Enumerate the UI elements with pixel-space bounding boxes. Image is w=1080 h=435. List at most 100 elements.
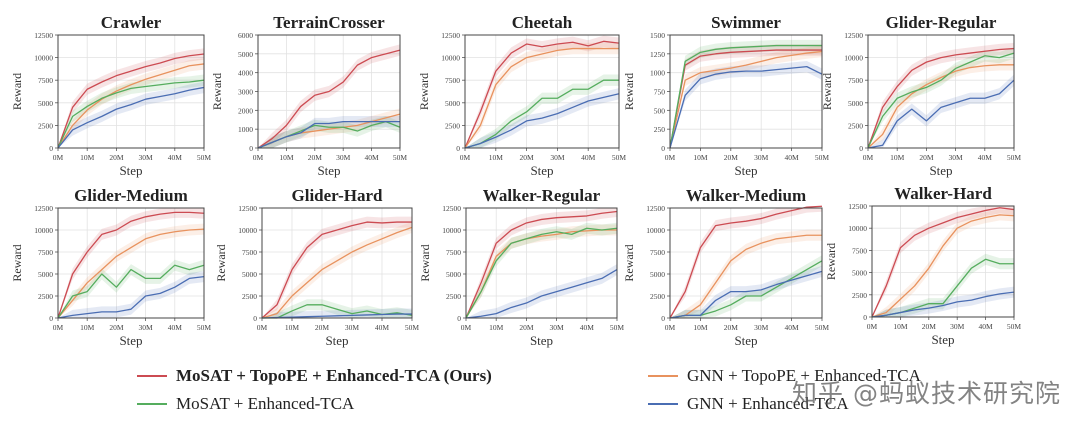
x-tick-label: 20M <box>109 323 124 332</box>
y-tick-label: 6000 <box>238 31 253 40</box>
x-tick-label: 30M <box>550 323 565 332</box>
series-band <box>872 209 1014 317</box>
x-tick-label: 20M <box>308 153 323 162</box>
x-tick-label: 0M <box>665 323 676 332</box>
y-tick-label: 2500 <box>38 121 53 130</box>
y-tick-label: 12500 <box>646 204 665 213</box>
y-tick-label: 5000 <box>238 50 253 59</box>
x-tick-label: 30M <box>345 323 360 332</box>
x-tick-label: 0M <box>461 323 472 332</box>
x-axis-label: Step <box>317 163 340 178</box>
y-tick-label: 12500 <box>442 204 461 213</box>
y-tick-label: 2500 <box>650 292 665 301</box>
y-axis-label: Reward <box>417 73 431 110</box>
x-tick-label: 40M <box>581 153 596 162</box>
subplot-title: Swimmer <box>711 13 781 32</box>
y-tick-label: 0 <box>661 314 665 323</box>
x-tick-label: 10M <box>890 153 905 162</box>
y-tick-label: 12500 <box>34 31 53 40</box>
x-tick-label: 10M <box>80 323 95 332</box>
y-axis-label: Reward <box>10 73 24 110</box>
legend-swatch <box>648 375 678 377</box>
x-axis-label: Step <box>929 163 952 178</box>
y-tick-label: 750 <box>654 88 666 97</box>
series-band <box>466 222 617 318</box>
y-tick-label: 10000 <box>441 54 460 63</box>
y-tick-label: 7500 <box>848 76 863 85</box>
series-band <box>670 60 822 148</box>
x-tick-label: 50M <box>197 153 212 162</box>
y-tick-label: 2000 <box>238 106 253 115</box>
y-tick-label: 0 <box>859 144 863 153</box>
plot-frame <box>867 34 1015 149</box>
legend-label: MoSAT + Enhanced-TCA <box>176 394 355 413</box>
y-tick-label: 12500 <box>238 204 257 213</box>
subplot-glider-medium: 0 2500 5000 7500 10000 12500 0M 10M 20M 30M 40M 50M… <box>10 186 211 348</box>
legend-item-gnn: GNN + Enhanced-TCA <box>648 394 849 414</box>
x-tick-label: 10M <box>489 153 504 162</box>
plot-area <box>466 208 617 318</box>
x-tick-label: 40M <box>978 153 993 162</box>
series-band <box>670 44 822 148</box>
legend-swatch <box>137 375 167 377</box>
x-tick-label: 30M <box>949 153 964 162</box>
x-tick-label: 20M <box>724 323 739 332</box>
series-band <box>58 58 204 148</box>
series-band <box>872 253 1014 317</box>
x-tick-label: 30M <box>336 153 351 162</box>
y-tick-label: 12500 <box>844 31 863 40</box>
series-band <box>262 308 412 318</box>
subplot-title: TerrainCrosser <box>273 13 385 32</box>
y-tick-label: 5000 <box>38 270 53 279</box>
series-band <box>58 48 204 148</box>
y-tick-label: 10000 <box>646 226 665 235</box>
y-tick-label: 0 <box>457 314 461 323</box>
x-tick-label: 50M <box>405 323 420 332</box>
x-tick-label: 10M <box>279 153 294 162</box>
x-tick-label: 20M <box>922 322 937 331</box>
x-tick-label: 20M <box>519 323 534 332</box>
y-tick-label: 2500 <box>446 292 461 301</box>
series-band <box>262 216 412 318</box>
subplot-title: Walker-Regular <box>483 186 601 205</box>
series-band <box>872 206 1014 317</box>
y-tick-label: 0 <box>49 314 53 323</box>
plot-area <box>58 208 204 318</box>
subplot-walker-hard: 0 2500 5000 7500 10000 12500 0M 10M 20M 30M 40M 50M… <box>824 184 1021 347</box>
x-tick-label: 40M <box>168 323 183 332</box>
x-tick-label: 50M <box>1007 322 1022 331</box>
y-tick-label: 7500 <box>650 248 665 257</box>
x-axis-label: Step <box>734 333 757 348</box>
subplot-title: Cheetah <box>512 13 573 32</box>
x-tick-label: 0M <box>665 153 676 162</box>
x-axis-label: Step <box>734 163 757 178</box>
y-tick-label: 2500 <box>38 292 53 301</box>
x-tick-label: 20M <box>520 153 535 162</box>
y-axis-label: Reward <box>622 244 636 281</box>
series-band <box>868 74 1014 148</box>
subplot-terraincrosser: 0 1000 2000 3000 4000 5000 6000 0M 10M 20M 30M 40M 5… <box>210 13 407 178</box>
x-tick-label: 50M <box>1007 153 1022 162</box>
x-tick-label: 30M <box>754 153 769 162</box>
x-axis-label: Step <box>325 333 348 348</box>
series-band <box>58 81 204 148</box>
subplot-title: Glider-Regular <box>886 13 997 32</box>
plot-frame <box>465 207 618 319</box>
x-tick-label: 0M <box>257 323 268 332</box>
series-band <box>465 42 619 148</box>
subplot-crawler: 0 2500 5000 7500 10000 12500 0M 10M 20M 30M 40M 50M… <box>10 13 211 178</box>
subplot-cheetah: 0 2500 5000 7500 10000 12500 0M 10M 20M 30M 40M 50M… <box>417 13 626 178</box>
x-tick-label: 50M <box>393 153 408 162</box>
series-band <box>465 35 619 148</box>
y-tick-label: 0 <box>49 144 53 153</box>
y-tick-label: 7500 <box>38 248 53 257</box>
x-tick-label: 30M <box>550 153 565 162</box>
x-axis-label: Step <box>931 332 954 347</box>
plot-frame <box>871 205 1015 318</box>
x-tick-label: 10M <box>893 322 908 331</box>
x-tick-label: 50M <box>612 153 627 162</box>
y-tick-label: 10000 <box>238 226 257 235</box>
plot-frame <box>261 207 413 319</box>
